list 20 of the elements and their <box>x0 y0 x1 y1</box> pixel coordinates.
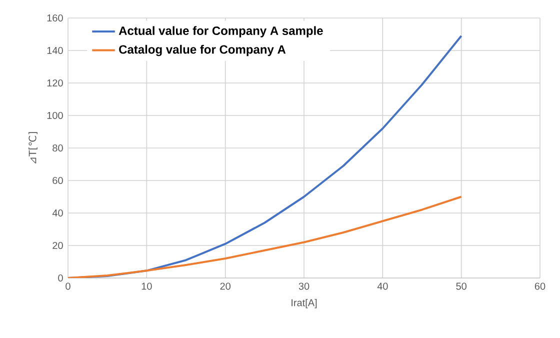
x-axis-title: Irat[A] <box>292 298 317 308</box>
y-tick-label: 60 <box>52 176 63 184</box>
x-tick-label: 10 <box>142 282 152 290</box>
y-tick-label: 0 <box>58 274 63 282</box>
x-tick-label: 30 <box>298 282 310 290</box>
y-tick-label: 80 <box>52 144 63 152</box>
y-axis-title: ⊿T[℃] <box>28 132 38 164</box>
legend-label: Actual value for Company A sample <box>118 26 323 38</box>
y-tick-label: 140 <box>47 46 63 54</box>
legend-label: Catalog value for Company A <box>119 44 286 56</box>
x-tick-label: 40 <box>377 282 388 290</box>
y-tick-label: 100 <box>47 112 63 120</box>
y-tick-label: 160 <box>47 14 63 22</box>
y-tick-label: 40 <box>52 209 63 217</box>
y-tick-label: 20 <box>52 242 63 250</box>
x-tick-label: 60 <box>534 282 546 290</box>
y-tick-label: 120 <box>47 79 63 87</box>
x-tick-label: 20 <box>220 282 230 290</box>
x-tick-label: 50 <box>456 282 466 290</box>
x-tick-label: 0 <box>66 282 70 290</box>
